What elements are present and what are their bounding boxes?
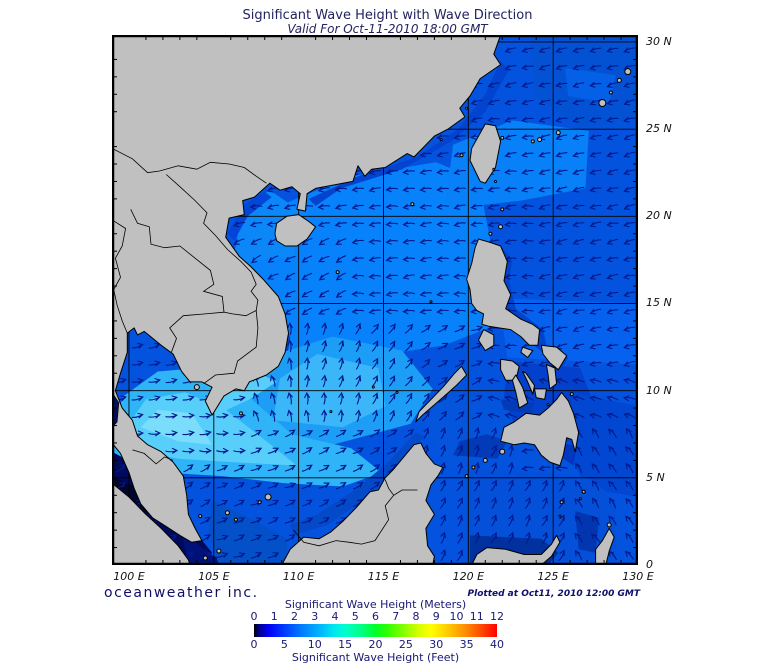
legend-tick: 5	[351, 610, 359, 623]
lat-label-0: 0	[646, 558, 653, 571]
land-mainland-asia	[111, 34, 502, 543]
legend-tick: 0	[250, 610, 258, 623]
land-negros	[511, 374, 529, 409]
legend-tick: 35	[459, 638, 474, 651]
lat-label-25: 25 N	[646, 122, 672, 136]
legend-tick: 8	[412, 610, 420, 623]
lon-label-100: 100 E	[113, 570, 145, 583]
legend-tick: 40	[490, 638, 504, 651]
lat-label-30: 30 N	[646, 34, 672, 48]
branding: oceanweather inc.	[104, 585, 259, 601]
land-hainan	[274, 214, 317, 247]
lon-label-120: 120 E	[452, 570, 485, 583]
land-palawan	[415, 365, 468, 423]
land-luzon	[466, 238, 541, 346]
lon-label-115: 115 E	[367, 570, 400, 583]
legend-meters-label: Significant Wave Height (Meters)	[284, 598, 467, 611]
legend-colorbar	[254, 624, 497, 637]
legend-tick: 20	[368, 638, 383, 651]
figure-title: Significant Wave Height with Wave Direct…	[242, 8, 533, 23]
legend-tick: 0	[250, 638, 258, 651]
legend-tick: 6	[372, 610, 379, 623]
legend-feet-label: Significant Wave Height (Feet)	[291, 651, 460, 664]
legend-tick: 30	[429, 638, 444, 651]
land-sulawesi	[471, 534, 561, 566]
lat-label-15: 15 N	[646, 296, 672, 310]
legend-tick: 5	[280, 638, 288, 651]
plotted-note: Plotted at Oct11, 2010 12:00 GMT	[467, 589, 640, 599]
lat-label-5: 5 N	[646, 470, 665, 484]
legend-tick: 10	[449, 610, 464, 623]
land-borneo	[281, 442, 444, 566]
map-frame	[111, 34, 639, 566]
land-leyte	[545, 364, 558, 390]
land-masbate	[520, 346, 534, 358]
lat-label-20: 20 N	[646, 209, 672, 223]
lon-label-130: 130 E	[622, 570, 654, 583]
figure-subtitle: Valid For Oct-11-2010 18:00 GMT	[287, 22, 488, 36]
legend-tick: 3	[311, 610, 319, 623]
land-samar	[540, 344, 568, 371]
legend-tick: 4	[331, 610, 339, 623]
wave-map-svg	[111, 34, 639, 566]
legend-feet-ticks: 0 5 10 15 20 25 30 35 40	[250, 638, 505, 651]
land-mindoro	[478, 329, 495, 352]
lat-label-10: 10 N	[646, 383, 672, 397]
legend-tick: 2	[290, 610, 298, 623]
legend-tick: 25	[398, 638, 413, 651]
land-halmahera	[595, 527, 615, 566]
legend-tick: 7	[392, 610, 400, 623]
legend-tick: 1	[270, 610, 278, 623]
legend-meters-ticks: 0 1 2 3 4 5 6 7 8 9 10 11 12	[250, 610, 505, 623]
legend-tick: 12	[490, 610, 504, 623]
legend-tick: 15	[338, 638, 353, 651]
legend-tick: 10	[307, 638, 322, 651]
lon-label-125: 125 E	[537, 570, 569, 583]
lon-label-110: 110 E	[282, 570, 315, 583]
land-mindanao	[500, 391, 580, 467]
land-bohol	[534, 388, 547, 400]
legend-tick: 11	[469, 610, 484, 623]
land-cebu	[522, 371, 535, 395]
legend-tick: 9	[432, 610, 440, 623]
lon-label-105: 105 E	[198, 570, 230, 583]
